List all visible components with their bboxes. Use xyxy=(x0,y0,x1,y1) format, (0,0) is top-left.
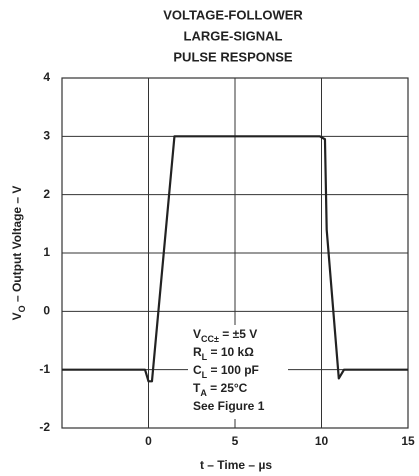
annotation-box xyxy=(188,325,288,419)
annotation-main: R xyxy=(193,345,202,359)
x-tick-label: 0 xyxy=(145,434,152,448)
annotation-main: See Figure 1 xyxy=(193,399,265,413)
annotation-sub: A xyxy=(200,388,207,398)
chart-title: VOLTAGE-FOLLOWER xyxy=(163,7,303,22)
y-tick-label: -1 xyxy=(39,362,50,376)
annotation-main: C xyxy=(193,363,202,377)
annotation-rest: = 100 pF xyxy=(207,363,259,377)
x-axis-label: t – Time – µs xyxy=(200,458,272,472)
annotation-rest: = ±5 V xyxy=(219,327,257,341)
annotation-rest: = 25°C xyxy=(207,381,248,395)
annotation-line: CL = 100 pF xyxy=(193,363,259,380)
annotation-rest: = 10 kΩ xyxy=(207,345,254,359)
annotation-sub: L xyxy=(202,352,208,362)
y-axis-label: VO – Output Voltage – V xyxy=(10,186,27,321)
annotation-line: RL = 10 kΩ xyxy=(193,345,254,362)
y-tick-label: 2 xyxy=(43,187,50,201)
x-tick-label: 5 xyxy=(232,434,239,448)
annotation-line: VCC± = ±5 V xyxy=(193,327,257,344)
chart-title: PULSE RESPONSE xyxy=(173,49,293,64)
y-tick-label: 0 xyxy=(43,304,50,318)
data-line xyxy=(62,135,408,383)
y-tick-label: 1 xyxy=(43,245,50,259)
annotation-main: T xyxy=(193,381,201,395)
annotation-main: V xyxy=(193,327,201,341)
x-tick-label: 10 xyxy=(315,434,329,448)
y-label-sub: O xyxy=(17,305,27,312)
y-label-rest: – Output Voltage – V xyxy=(10,186,24,306)
y-tick-label: 4 xyxy=(43,70,50,84)
y-tick-label: 3 xyxy=(43,129,50,143)
annotation-line: See Figure 1 xyxy=(193,399,265,413)
x-tick-label: 15 xyxy=(401,434,415,448)
annotation-line: TA = 25°C xyxy=(193,381,248,398)
y-label-main: V xyxy=(10,312,24,320)
annotation-sub: CC± xyxy=(201,334,219,344)
chart-title: LARGE-SIGNAL xyxy=(184,28,283,43)
annotation-sub: L xyxy=(202,370,208,380)
y-tick-label: -2 xyxy=(39,420,50,434)
